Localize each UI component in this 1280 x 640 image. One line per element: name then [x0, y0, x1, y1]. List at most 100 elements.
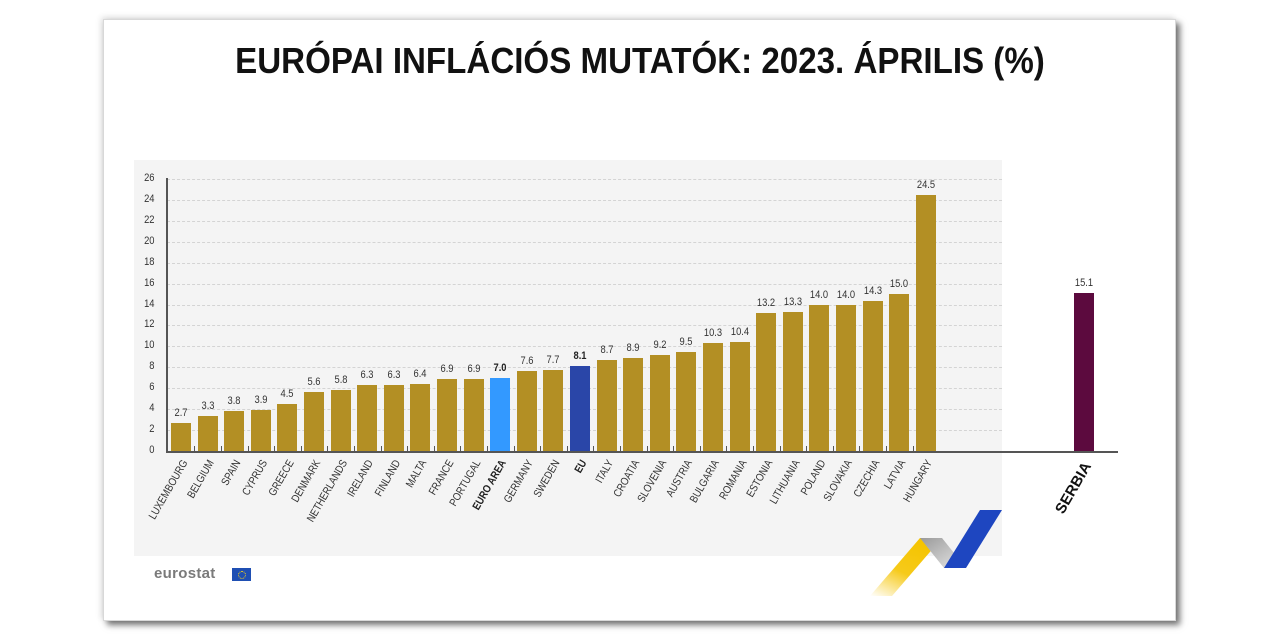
- bar-spain: [224, 411, 245, 451]
- bar-serbia: [1074, 293, 1094, 451]
- y-tick-label: 10: [144, 339, 155, 352]
- x-tick: [380, 446, 382, 452]
- bar-slovakia: [836, 304, 856, 451]
- bar-latvia: [889, 294, 910, 451]
- value-label: 6.9: [440, 362, 454, 375]
- bar-slovenia: [649, 354, 670, 451]
- x-tick: [433, 446, 435, 452]
- plot-area: [134, 160, 1002, 556]
- x-tick: [806, 446, 808, 452]
- bar-belgium: [197, 416, 218, 451]
- x-tick: [220, 446, 222, 452]
- x-tick: [859, 446, 861, 452]
- value-label: 24.5: [916, 178, 935, 191]
- value-label: 5.6: [307, 376, 321, 389]
- x-tick: [699, 446, 701, 452]
- value-label: 3.8: [227, 395, 241, 408]
- value-label: 8.7: [600, 343, 614, 356]
- bar-estonia: [756, 312, 777, 451]
- eu-flag-icon: [232, 568, 251, 581]
- bar-bulgaria: [703, 343, 723, 451]
- y-tick-label: 24: [144, 192, 155, 205]
- value-label: 8.9: [626, 341, 640, 354]
- x-tick: [779, 446, 781, 452]
- value-label: 3.3: [201, 400, 215, 413]
- y-tick-label: 8: [149, 360, 155, 373]
- value-label: 6.9: [467, 362, 481, 375]
- bar-finland: [383, 385, 404, 451]
- bar-sweden: [543, 370, 564, 451]
- value-label: 9.2: [653, 338, 667, 351]
- bar-czechia: [862, 301, 883, 451]
- bar-euro-area: [490, 377, 511, 451]
- y-tick-label: 16: [144, 276, 155, 289]
- value-label: 15.1: [1074, 277, 1094, 290]
- y-tick-label: 20: [144, 234, 155, 247]
- y-tick-label: 6: [149, 381, 155, 394]
- bar-greece: [277, 403, 298, 451]
- x-tick: [513, 446, 515, 452]
- x-tick: [327, 446, 329, 452]
- bar-malta: [410, 384, 431, 451]
- value-label: 10.3: [703, 327, 723, 340]
- gridline: [167, 325, 1002, 327]
- value-label: 6.4: [413, 368, 427, 381]
- value-label: 9.5: [679, 335, 693, 348]
- value-label: 7.7: [546, 354, 560, 367]
- x-tick: [646, 446, 648, 452]
- bar-romania: [729, 342, 750, 451]
- gridline: [167, 262, 1002, 264]
- x-tick: [566, 446, 568, 452]
- gridline: [167, 304, 1002, 306]
- value-label: 8.1: [573, 350, 587, 363]
- x-tick: [486, 446, 488, 452]
- bar-ireland: [357, 385, 378, 451]
- value-label: 2.7: [174, 406, 188, 419]
- bar-poland: [809, 304, 830, 451]
- x-tick: [673, 446, 675, 452]
- ribbon-decoration-icon: [870, 510, 1002, 596]
- value-label: 7.0: [493, 361, 507, 374]
- value-label: 7.6: [520, 355, 534, 368]
- gridline: [167, 241, 1002, 243]
- x-tick: [593, 446, 595, 452]
- x-tick: [460, 446, 462, 452]
- value-label: 6.3: [387, 369, 401, 382]
- y-tick-label: 14: [144, 297, 155, 310]
- gridline: [167, 283, 1002, 285]
- bar-france: [437, 378, 457, 451]
- gridline: [167, 199, 1002, 201]
- eurostat-logo: eurostat: [154, 565, 216, 582]
- x-tick: [300, 446, 302, 452]
- gridline: [167, 179, 1002, 180]
- x-tick: [407, 446, 409, 452]
- x-tick: [832, 446, 834, 452]
- chart-title: EURÓPAI INFLÁCIÓS MUTATÓK: 2023. ÁPRILIS…: [235, 40, 1045, 81]
- x-tick: [752, 446, 754, 452]
- value-label: 5.8: [334, 374, 348, 387]
- value-label: 14.0: [810, 288, 829, 301]
- bar-luxembourg: [171, 422, 191, 451]
- gridline: [167, 220, 1002, 222]
- x-tick: [353, 446, 355, 452]
- value-label: 10.4: [730, 326, 749, 339]
- x-tick: [274, 446, 276, 452]
- bar-austria: [676, 351, 697, 451]
- value-label: 14.3: [863, 285, 882, 298]
- value-label: 6.3: [360, 369, 374, 382]
- x-tick: [540, 446, 542, 452]
- bar-germany: [516, 371, 537, 451]
- y-tick-label: 2: [149, 423, 155, 436]
- x-tick: [194, 446, 196, 452]
- bar-hungary: [915, 194, 936, 451]
- value-label: 4.5: [280, 387, 294, 400]
- bar-italy: [596, 359, 617, 451]
- bar-portugal: [463, 378, 484, 451]
- y-tick-label: 12: [144, 318, 155, 331]
- y-tick-label: 26: [144, 172, 155, 184]
- x-tick: [619, 446, 621, 452]
- gridline: [167, 346, 1002, 348]
- value-label: 13.2: [757, 296, 776, 309]
- value-label: 3.9: [254, 394, 268, 407]
- bar-lithuania: [782, 311, 803, 451]
